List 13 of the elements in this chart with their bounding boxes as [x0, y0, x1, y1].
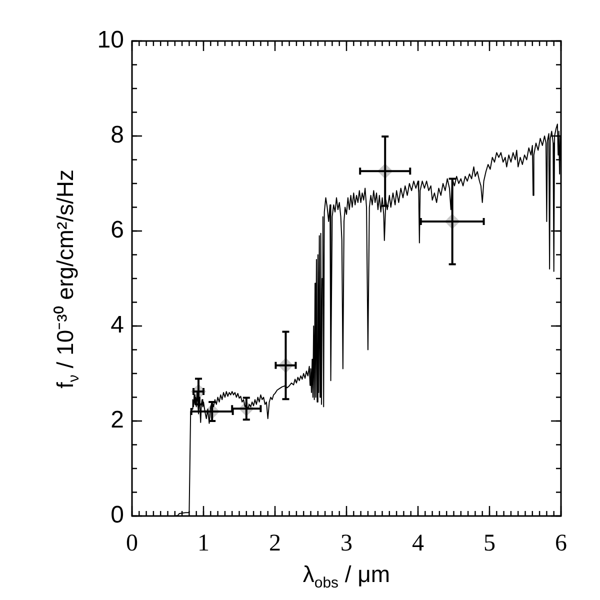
x-tick-label: 5	[484, 530, 496, 557]
x-tick-label: 6	[555, 530, 567, 557]
x-tick-label: 1	[198, 530, 210, 557]
x-axis-title: λ$_{obs}$ / μm	[302, 560, 390, 592]
y-tick-label: 0	[110, 502, 124, 529]
y-tick-label: 6	[110, 216, 124, 244]
y-tick-label: 8	[110, 122, 124, 149]
y-tick-label: 4	[110, 312, 124, 339]
x-tick-label: 3	[340, 530, 352, 557]
x-tick-label: 4	[412, 530, 424, 557]
x-tick-label: 2	[269, 530, 281, 557]
y-tick-label: 10	[97, 26, 124, 54]
y-tick-label: 2	[110, 406, 124, 434]
